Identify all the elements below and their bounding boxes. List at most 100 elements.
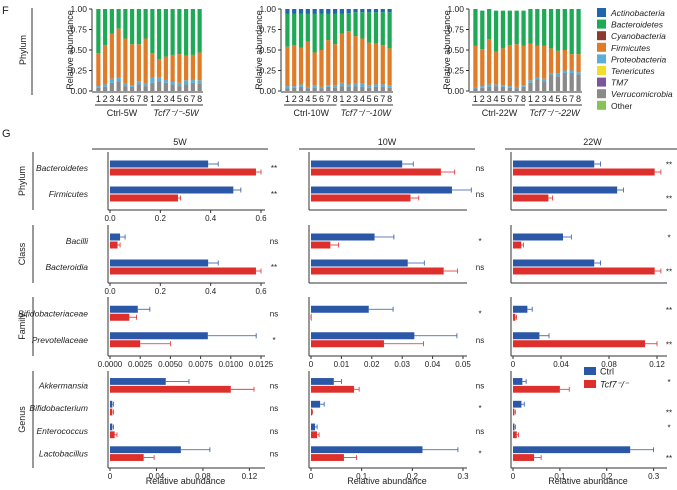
panel-f-x-tick-label: 3 xyxy=(163,94,168,104)
panel-f-bar-segment xyxy=(473,45,478,87)
legend-swatch-proteobacteria xyxy=(597,54,606,64)
panel-f-bar-segment xyxy=(346,13,351,32)
panel-f-bar-segment xyxy=(367,9,372,13)
panel-f-bar-segment xyxy=(163,9,168,57)
panel-f-bar-segment xyxy=(535,45,540,78)
panel-f-bar-segment xyxy=(555,9,561,51)
panel-g-xlabel: Relative abundance xyxy=(548,476,628,486)
panel-g-significance: * xyxy=(667,423,670,432)
panel-f-bar-segment xyxy=(353,9,358,13)
panel-f-bar-segment xyxy=(96,86,101,88)
panel-f-bar-segment xyxy=(576,54,581,73)
panel-g-x-tick-label: 0.4 xyxy=(205,214,217,223)
panel-g-bar-ctrl xyxy=(311,259,408,267)
panel-g-bar-ctrl xyxy=(513,423,515,431)
panel-g-significance: ** xyxy=(271,164,277,173)
panel-f-bar-segment xyxy=(493,51,499,85)
panel-f-x-tick-label: 3 xyxy=(542,94,547,104)
panel-g-column-title: 10W xyxy=(378,137,397,147)
panel-f-bar-segment xyxy=(170,9,175,55)
panel-f-y-tick-label: 0.50 xyxy=(447,45,464,55)
panel-g-bar-ko xyxy=(110,313,130,321)
panel-f-x-tick-label: 1 xyxy=(473,94,478,104)
panel-g-significance: ** xyxy=(666,161,672,170)
panel-g-bar-ctrl xyxy=(110,423,113,431)
panel-f-bar-segment xyxy=(373,12,379,44)
panel-g-significance: ns xyxy=(270,309,278,318)
panel-f-x-tick-label: 1 xyxy=(339,94,344,104)
panel-f-bar-segment xyxy=(326,9,331,14)
panel-g-bar-ko xyxy=(513,454,535,461)
panel-g-bar-ko xyxy=(513,340,645,348)
panel-g-xlabel: Relative abundance xyxy=(146,476,226,486)
panel-f-y-tick-label: 0.25 xyxy=(70,66,87,76)
panel-f-bar-segment xyxy=(360,38,365,84)
panel-g-bar-ko xyxy=(311,241,331,249)
panel-g-taxon-label: Bifidobacteriaceae xyxy=(18,308,88,318)
panel-f-bar-segment xyxy=(96,87,101,91)
panel-g-bar-ko xyxy=(110,454,144,461)
panel-f-bar-segment xyxy=(332,9,338,14)
panel-f-bar-segment xyxy=(500,10,506,49)
panel-f-x-tick-label: 2 xyxy=(346,94,351,104)
panel-f-ylabel: Relative abundance xyxy=(254,10,264,90)
panel-g-significance: * xyxy=(667,234,670,243)
panel-f-bar-segment xyxy=(373,84,379,87)
panel-f-x-tick-label: 1 xyxy=(150,94,155,104)
panel-f-x-tick-label: 4 xyxy=(549,94,554,104)
panel-f-y-tick-label: 0.50 xyxy=(259,45,276,55)
panel-f-bar-segment xyxy=(493,86,499,91)
panel-f-bar-segment xyxy=(312,13,317,53)
panel-f-bar-segment xyxy=(353,12,358,37)
panel-f-y-tick-label: 0.00 xyxy=(259,86,276,96)
panel-f-group-label-ctrl: Ctrl-22W xyxy=(482,108,518,118)
legend-swatch-verrucomicrobia xyxy=(597,89,606,99)
panel-f-bar-segment xyxy=(346,84,351,87)
panel-f-bar-segment xyxy=(473,9,478,46)
panel-g-bar-ctrl xyxy=(513,305,528,313)
panel-f-legend: Actinobacteria BacteroidetesCyanobacteria… xyxy=(597,8,673,111)
panel-f-y-tick-label: 1.00 xyxy=(447,4,464,14)
panel-g-bar-ctrl xyxy=(513,233,563,241)
panel-g-row-label: Family xyxy=(17,313,27,340)
panel-g-bar-ctrl xyxy=(311,400,321,408)
panel-f-bar-segment xyxy=(123,38,128,84)
panel-f-bar-segment xyxy=(562,72,567,91)
panel-g-significance: ** xyxy=(666,306,672,315)
panel-f-bar-segment xyxy=(190,79,195,83)
panel-f-bar-segment xyxy=(190,82,195,91)
panel-f-y-tick-label: 1.00 xyxy=(70,4,87,14)
panel-g-significance: ** xyxy=(666,454,672,463)
panel-f-bar-segment xyxy=(480,86,485,88)
panel-f-bar-segment xyxy=(326,40,331,86)
panel-g-x-tick-label: 0.1 xyxy=(554,472,566,481)
panel-g-bar-ko xyxy=(311,431,318,439)
panel-f-bar-segment xyxy=(143,9,148,39)
panel-f-bar-segment xyxy=(353,86,358,91)
panel-f-x-tick-label: 1 xyxy=(528,94,533,104)
panel-g-bar-ko xyxy=(110,241,118,249)
panel-g-bar-ko xyxy=(110,267,256,275)
panel-g-taxon-label: Bacilli xyxy=(66,236,89,246)
panel-g-x-tick-label: 0.2 xyxy=(155,287,167,296)
legend-label-tm7: TM7 xyxy=(611,78,628,88)
panel-g-bar-ctrl xyxy=(311,332,415,340)
panel-g-bar-charts: 5W 10W 22W Phylum Bacteroidetes Firmicutes 0.0… xyxy=(17,137,677,486)
panel-f-bar-segment xyxy=(319,50,324,87)
panel-g-x-tick-label: 0 xyxy=(511,360,516,369)
panel-g-taxon-label: Akkermansia xyxy=(38,380,88,390)
panel-f-bar-segment xyxy=(197,80,202,84)
panel-f-bar-segment xyxy=(123,86,128,91)
panel-f-bar-segment xyxy=(298,13,304,48)
panel-g-x-tick-label: 0 xyxy=(309,472,314,481)
panel-g-x-tick-label: 0.3 xyxy=(648,472,660,481)
panel-g-bar-ko xyxy=(513,168,655,176)
panel-f-group-label-ctrl: Ctrl-5W xyxy=(107,108,138,118)
panel-f-bar-segment xyxy=(480,10,485,50)
panel-f-bar-segment xyxy=(96,9,101,54)
panel-g-bar-ctrl xyxy=(110,400,113,408)
panel-f-bar-segment xyxy=(130,86,135,91)
panel-g-bar-ctrl xyxy=(110,305,138,313)
panel-g-significance: ns xyxy=(270,381,278,390)
